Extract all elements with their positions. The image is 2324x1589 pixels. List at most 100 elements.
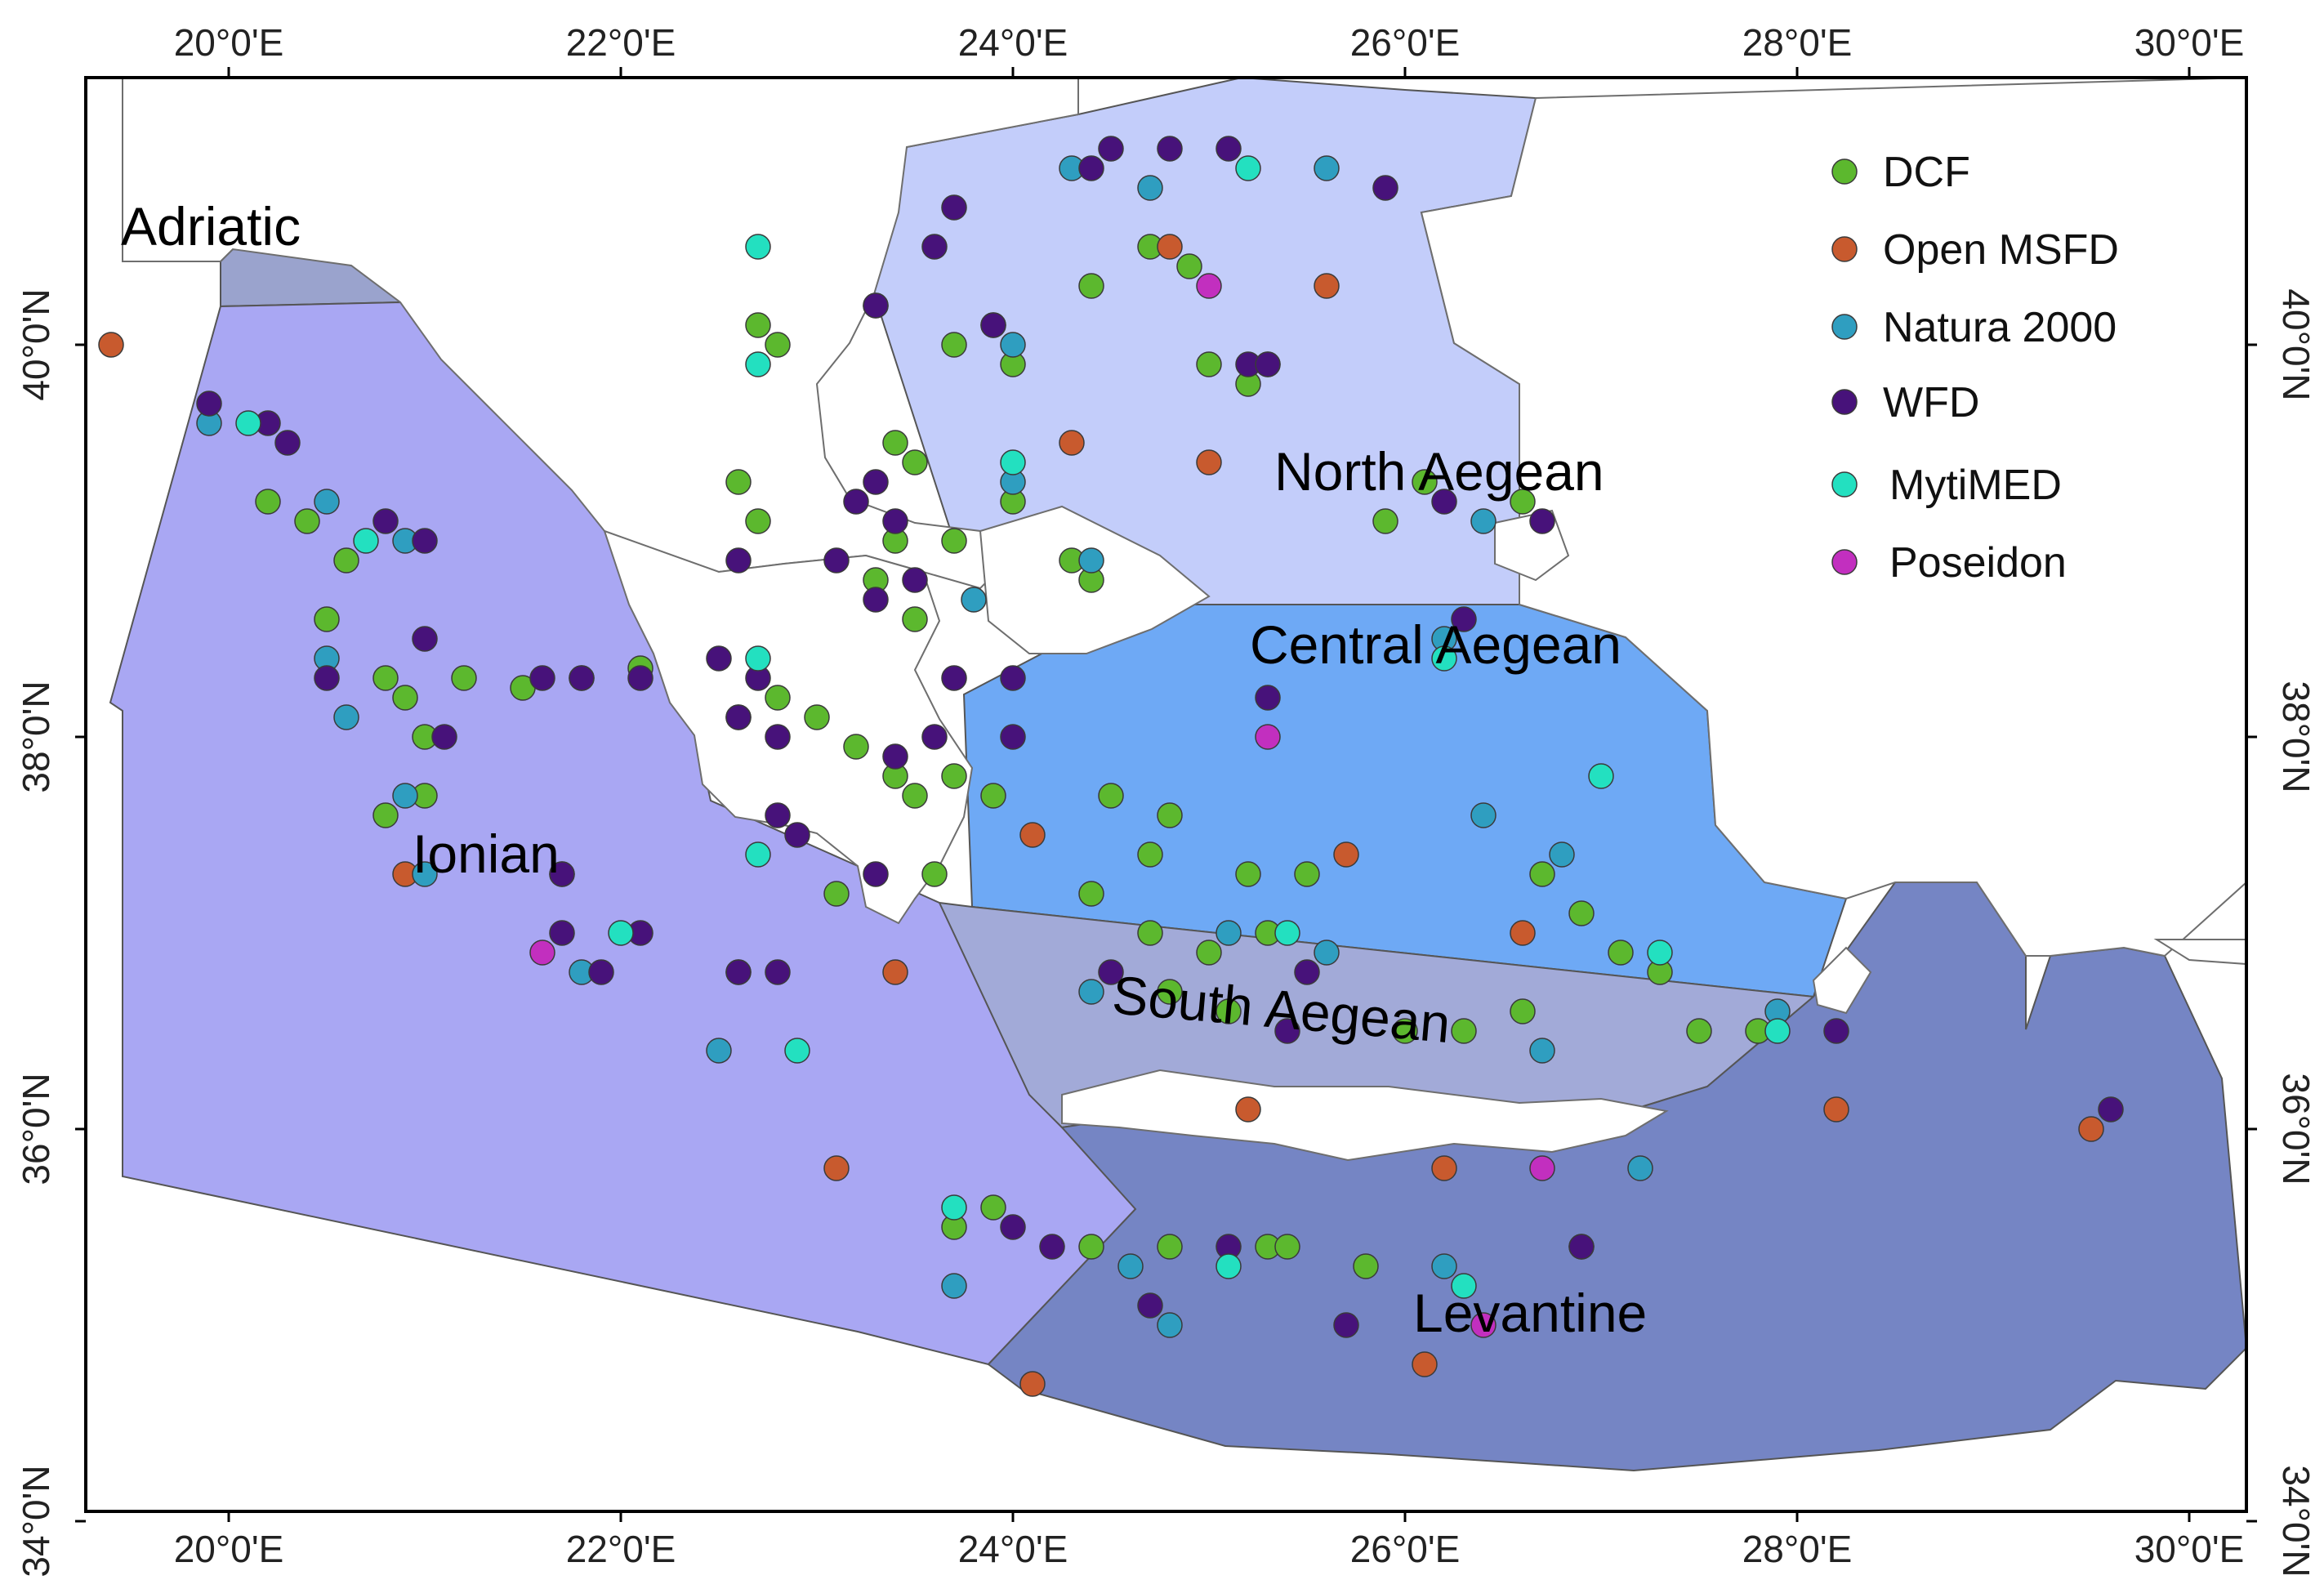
site-wfd-9 [569, 665, 595, 691]
site-dcf-20 [980, 783, 1006, 809]
y-tick-label-left-3: 34°0'N [15, 1465, 57, 1577]
site-natura-2000-21 [1470, 508, 1497, 534]
site-poseidon-2 [1255, 724, 1281, 750]
site-wfd-34 [725, 959, 752, 985]
site-dcf-1 [294, 508, 320, 534]
site-dcf-15 [804, 704, 830, 730]
site-poseidon-4 [1470, 1312, 1497, 1338]
site-dcf-34 [902, 449, 928, 475]
site-wfd-39 [1098, 136, 1124, 162]
legend-label-poseidon: Poseidon [1889, 539, 2067, 587]
site-mytimed-10 [1431, 645, 1457, 672]
site-mytimed-7 [745, 351, 771, 377]
site-natura-2000-27 [1529, 1038, 1555, 1064]
site-wfd-40 [1157, 136, 1183, 162]
site-wfd-29 [863, 861, 889, 887]
site-natura-2000-19 [1078, 547, 1104, 574]
site-dcf-54 [1451, 1018, 1477, 1044]
land-rhodes [1812, 946, 1872, 1015]
site-wfd-36 [921, 234, 948, 260]
site-natura-2000-12 [1000, 332, 1026, 358]
site-mytimed-17 [1451, 1273, 1477, 1299]
site-wfd-35 [765, 959, 791, 985]
x-tick-label-top-3: 26°0'E [1350, 21, 1461, 64]
site-dcf-4 [372, 665, 399, 691]
site-wfd-14 [765, 724, 791, 750]
site-wfd-22 [941, 665, 967, 691]
legend-marker-mytimed [1831, 471, 1858, 498]
site-mytimed-11 [1588, 763, 1614, 789]
site-mytimed-12 [1274, 920, 1300, 946]
site-wfd-6 [314, 665, 340, 691]
site-poseidon-1 [1196, 273, 1222, 299]
site-wfd-46 [1255, 351, 1281, 377]
site-dcf-14 [765, 685, 791, 711]
site-open-msfd-2 [882, 959, 908, 985]
site-wfd-51 [1098, 959, 1124, 985]
site-dcf-41 [902, 606, 928, 632]
site-wfd-43 [863, 292, 889, 319]
site-dcf-30 [1176, 253, 1202, 279]
site-dcf-64 [1372, 508, 1398, 534]
site-wfd-16 [843, 489, 869, 515]
site-open-msfd-6 [1059, 430, 1085, 456]
x-tick-label-top-1: 22°0'E [566, 21, 676, 64]
site-natura-2000-22 [1470, 802, 1497, 828]
site-dcf-60 [1686, 1018, 1712, 1044]
legend-marker-poseidon [1831, 549, 1858, 575]
site-wfd-56 [1000, 1214, 1026, 1240]
site-wfd-17 [882, 508, 908, 534]
site-natura-2000-6 [412, 861, 438, 887]
site-open-msfd-13 [1823, 1096, 1849, 1123]
site-wfd-3 [372, 508, 399, 534]
site-natura-2000-29 [1627, 1155, 1653, 1181]
site-wfd-49 [1255, 685, 1281, 711]
site-wfd-26 [1000, 724, 1026, 750]
site-wfd-4 [412, 528, 438, 554]
graticule-ticks [75, 67, 2257, 1523]
x-tick-label-bottom-1: 22°0'E [566, 1528, 676, 1570]
region-label-ionian: Ionian [413, 824, 560, 884]
y-tick-label-right-1: 38°0'N [2275, 681, 2317, 792]
site-mytimed-15 [941, 1194, 967, 1221]
x-tick-label-bottom-3: 26°0'E [1350, 1528, 1461, 1570]
site-dcf-49 [1196, 940, 1222, 966]
site-natura-2000-34 [941, 1273, 967, 1299]
site-dcf-33 [882, 430, 908, 456]
site-mytimed-3 [745, 841, 771, 868]
region-north-aegean [872, 76, 1537, 605]
region-label-central-aegean: Central Aegean [1250, 614, 1621, 675]
site-open-msfd-3 [1019, 822, 1046, 848]
site-wfd-5 [412, 626, 438, 652]
site-natura-2000-26 [1078, 979, 1104, 1005]
site-dcf-52 [1216, 998, 1242, 1024]
site-dcf-47 [1078, 881, 1104, 907]
site-dcf-73 [725, 469, 752, 495]
site-mytimed-14 [1764, 1018, 1791, 1044]
site-dcf-55 [1510, 998, 1536, 1024]
site-dcf-53 [1392, 1018, 1418, 1044]
site-dcf-19 [941, 763, 967, 789]
map-frame [84, 76, 2248, 1513]
site-natura-2000-9 [706, 1038, 732, 1064]
site-dcf-18 [902, 783, 928, 809]
site-natura-2000-24 [1314, 940, 1340, 966]
site-wfd-55 [2098, 1096, 2124, 1123]
site-wfd-27 [765, 802, 791, 828]
site-dcf-2 [333, 547, 359, 574]
legend-label-open-msfd: Open MSFD [1883, 226, 2119, 274]
site-dcf-6 [451, 665, 477, 691]
site-open-msfd-16 [1019, 1371, 1046, 1397]
site-wfd-23 [1000, 665, 1026, 691]
site-mytimed-5 [784, 1038, 810, 1064]
site-dcf-24 [765, 332, 791, 358]
x-tick-label-bottom-5: 30°0'E [2134, 1528, 2245, 1570]
site-open-msfd-12 [823, 1155, 850, 1181]
site-wfd-13 [725, 704, 752, 730]
site-dcf-5 [392, 685, 418, 711]
site-wfd-61 [1568, 1234, 1595, 1260]
site-open-msfd-14 [2078, 1116, 2104, 1142]
site-dcf-57 [1568, 900, 1595, 926]
site-wfd-10 [627, 665, 653, 691]
